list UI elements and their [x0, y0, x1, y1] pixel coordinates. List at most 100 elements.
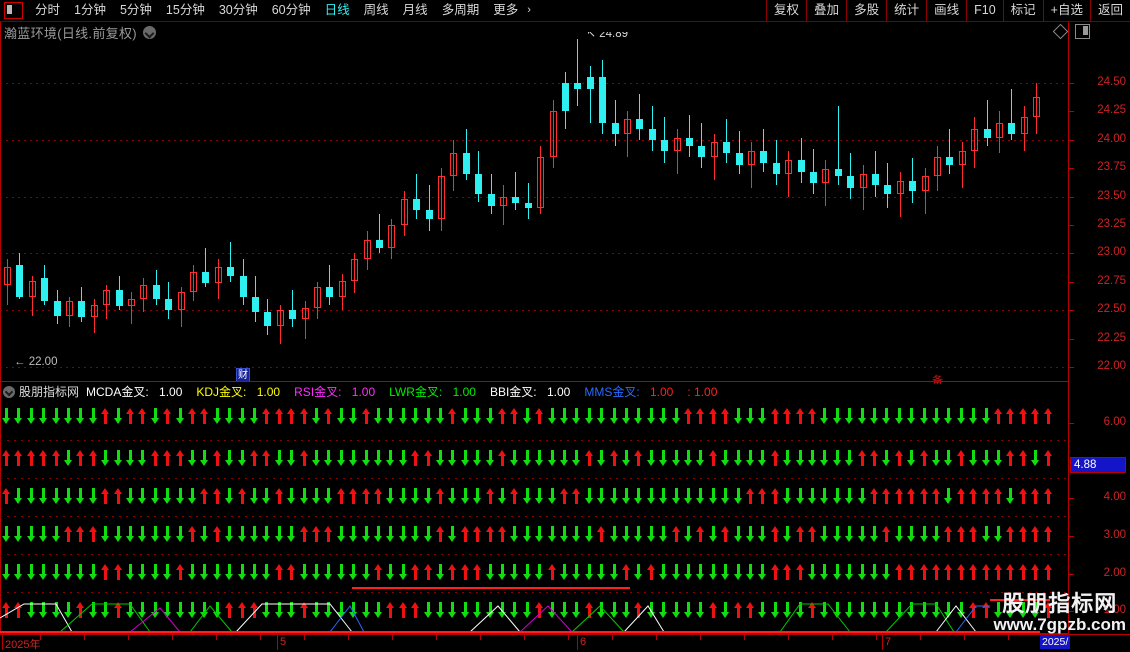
- indicator-collapse-icon[interactable]: [3, 385, 15, 398]
- signal-arrow-down: [820, 488, 829, 504]
- indicator-item-mcda[interactable]: MCDA金叉: 1.00: [86, 383, 189, 400]
- signal-arrow-up: [510, 488, 519, 504]
- signal-arrow-down: [969, 408, 978, 424]
- layout-toggle-icon[interactable]: [4, 2, 23, 19]
- date-minor-tick: [260, 635, 261, 640]
- candlestick-chart[interactable]: ↖ 24.89 ← 22.00 财备: [0, 32, 1068, 384]
- signal-arrow-down: [522, 408, 532, 424]
- indicator-item-extra[interactable]: : 1.00: [687, 384, 718, 399]
- signal-arrow-down: [535, 526, 544, 542]
- signal-arrow-down: [882, 602, 891, 618]
- period-5min[interactable]: 5分钟: [119, 3, 152, 17]
- signal-arrow-down: [696, 450, 705, 466]
- candle-wick: [441, 168, 442, 231]
- action-diejia[interactable]: 叠加: [806, 0, 846, 21]
- indicator-item-mms[interactable]: MMS金叉: 1.00: [584, 383, 680, 400]
- indicator-item-kdj[interactable]: KDJ金叉: 1.00: [196, 383, 287, 400]
- signal-arrow-up: [14, 450, 23, 466]
- signal-arrow-down: [250, 488, 259, 504]
- candle-wick: [676, 128, 678, 174]
- finance-event-badge[interactable]: 财: [236, 368, 250, 382]
- date-minor-tick: [84, 635, 85, 640]
- candle-wick: [217, 259, 219, 299]
- action-duogu[interactable]: 多股: [846, 0, 886, 21]
- signal-arrow-down: [659, 526, 668, 542]
- action-f10[interactable]: F10: [966, 0, 1003, 21]
- candle-wick: [341, 273, 343, 311]
- signal-arrow-down: [51, 602, 61, 618]
- date-separator: [2, 635, 3, 650]
- indicator-item-lwr[interactable]: LWR金叉: 1.00: [389, 383, 483, 400]
- action-fuquan[interactable]: 复权: [766, 0, 806, 21]
- signal-arrow-down: [584, 564, 594, 580]
- candle-body: [128, 298, 135, 306]
- period-60min[interactable]: 60分钟: [271, 3, 311, 17]
- action-tongji[interactable]: 统计: [886, 0, 926, 21]
- candle-wick: [490, 173, 492, 214]
- signal-arrow-down: [932, 450, 941, 466]
- candle-wick: [701, 122, 703, 169]
- split-view-icon[interactable]: [1075, 24, 1090, 39]
- period-1min[interactable]: 1分钟: [74, 3, 106, 17]
- indicator-name: BBI金叉:: [489, 385, 540, 399]
- signal-arrow-up: [299, 602, 309, 618]
- action-huaxian[interactable]: 画线: [926, 0, 966, 21]
- period-more[interactable]: 更多: [493, 3, 519, 17]
- signal-arrow-down: [287, 488, 296, 504]
- candle-body: [996, 122, 1003, 138]
- signal-arrow-down: [944, 450, 953, 466]
- period-weekly[interactable]: 周线: [363, 3, 389, 17]
- chevron-right-icon[interactable]: ›: [527, 4, 531, 16]
- signal-arrow-down: [510, 450, 519, 466]
- signal-arrow-up: [113, 488, 123, 504]
- signal-arrow-down: [547, 408, 557, 424]
- candle-wick: [974, 117, 976, 169]
- candle-wick: [292, 289, 294, 328]
- signal-arrow-panel[interactable]: [0, 400, 1068, 634]
- signal-arrow-up: [324, 526, 333, 542]
- action-biaoji[interactable]: 标记: [1002, 0, 1043, 21]
- action-back[interactable]: 返回: [1089, 0, 1130, 21]
- signal-arrow-up: [609, 450, 619, 466]
- signal-arrow-down: [473, 602, 482, 618]
- signal-arrow-down: [212, 602, 222, 618]
- signal-arrow-down: [584, 408, 594, 424]
- signal-arrow-down: [932, 408, 941, 424]
- signal-arrow-down: [460, 602, 470, 618]
- date-minor-tick: [216, 635, 217, 640]
- period-30min[interactable]: 30分钟: [218, 3, 258, 17]
- signal-arrow-up: [88, 526, 98, 542]
- indicator-item-bbi[interactable]: BBI金叉: 1.00: [490, 383, 577, 400]
- signal-arrow-down: [882, 564, 891, 580]
- signal-arrow-down: [436, 564, 445, 580]
- period-fenshi[interactable]: 分时: [35, 3, 61, 17]
- event-marker[interactable]: 备: [932, 375, 943, 384]
- signal-arrow-down: [783, 450, 792, 466]
- period-multi[interactable]: 多周期: [441, 3, 480, 17]
- chevron-down-icon[interactable]: [142, 26, 156, 39]
- signal-arrow-down: [832, 488, 842, 504]
- signal-arrow-down: [336, 564, 346, 580]
- indicator-item-rsi[interactable]: RSI金叉: 1.00: [294, 383, 382, 400]
- signal-arrow-down: [2, 564, 11, 580]
- signal-arrow-down: [26, 564, 36, 580]
- period-15min[interactable]: 15分钟: [165, 3, 205, 17]
- candle-wick: [1023, 105, 1025, 152]
- signal-arrow-down: [746, 408, 755, 424]
- candle-wick: [453, 139, 455, 191]
- signal-arrow-down: [696, 602, 705, 618]
- action-add-favorite[interactable]: +自选: [1042, 0, 1090, 21]
- period-toolbar: 分时 1分钟 5分钟 15分钟 30分钟 60分钟 日线 周线 月线 多周期 更…: [0, 0, 537, 21]
- candle-body: [896, 180, 904, 195]
- period-monthly[interactable]: 月线: [402, 3, 428, 17]
- signal-arrow-down: [113, 450, 123, 466]
- signal-arrow-down: [225, 526, 234, 542]
- signal-arrow-down: [832, 450, 842, 466]
- signal-arrow-down: [423, 488, 433, 504]
- period-daily[interactable]: 日线: [324, 3, 350, 17]
- candle-wick: [379, 213, 380, 254]
- signal-arrow-down: [349, 526, 358, 542]
- signal-arrow-down: [907, 526, 916, 542]
- signal-arrow-down: [522, 526, 532, 542]
- signal-arrow-down: [820, 602, 829, 618]
